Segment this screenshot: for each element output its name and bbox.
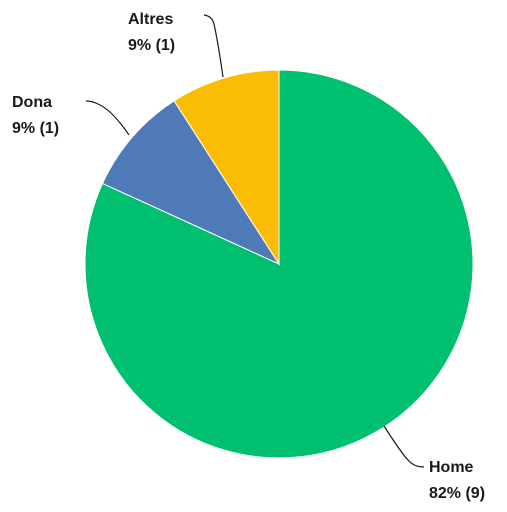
slice-label-home-name: Home [429,459,474,476]
leader-lines-layer [85,14,425,468]
pie-slice-altres [173,69,280,266]
leader-line-home [383,425,425,468]
leader-line-altres [203,14,224,78]
labels-layer: Home 82% (9) Dona 9% (1) Altres 9% (1) [12,11,485,502]
slice-label-dona-name: Dona [12,94,52,111]
pie-slice-dona [101,100,281,266]
leader-line-dona [85,100,130,136]
slice-label-altres-value: 9% (1) [128,37,175,54]
slices-layer [84,69,474,459]
slice-label-home-value: 82% (9) [429,485,485,502]
slice-label-altres-name: Altres [128,11,173,28]
slice-label-dona-value: 9% (1) [12,120,59,137]
pie-slice-home [84,69,474,459]
